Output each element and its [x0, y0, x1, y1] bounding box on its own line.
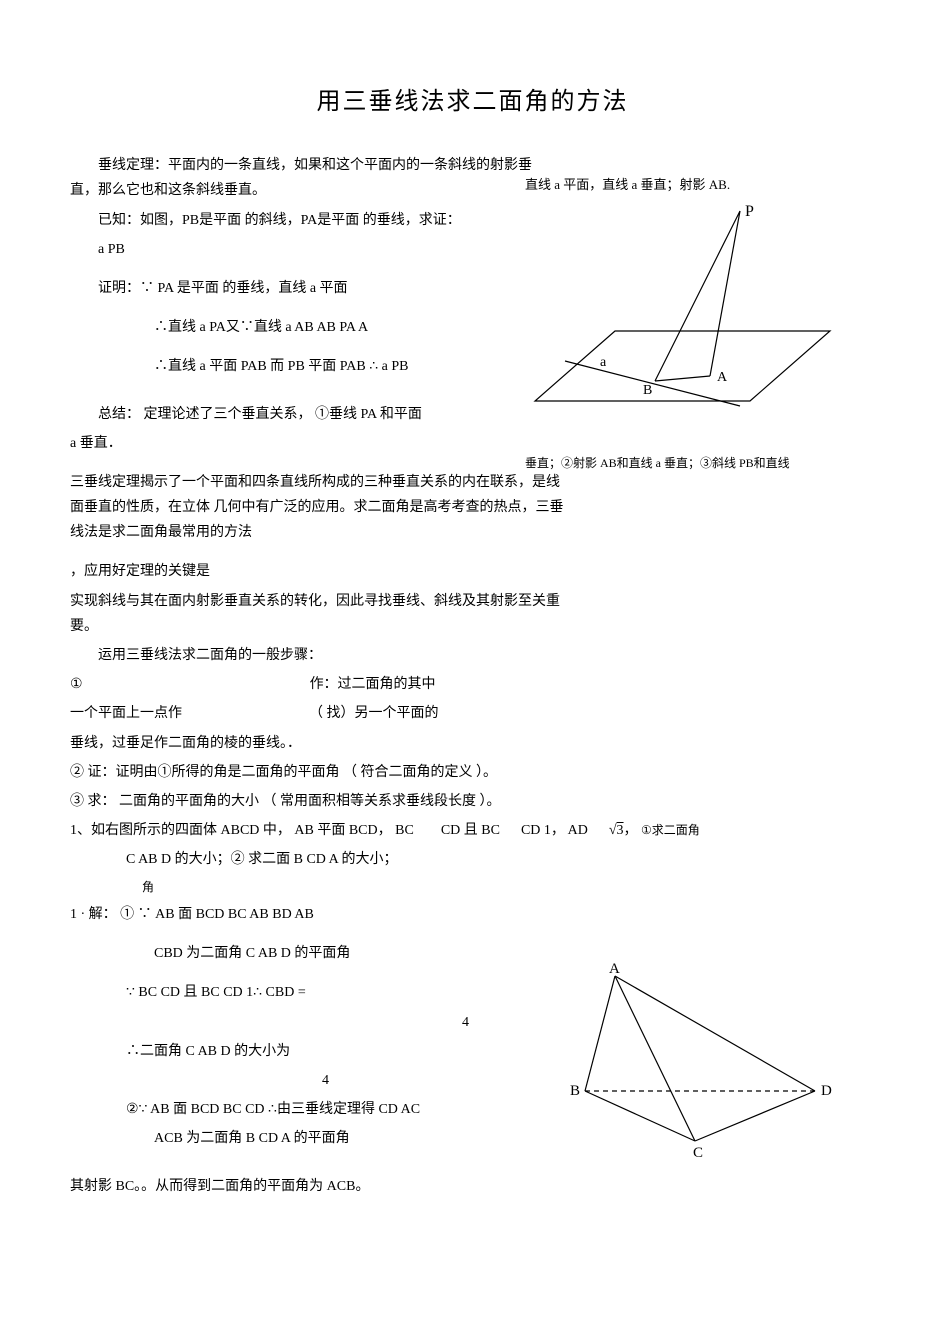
- fig1-plane: [535, 331, 830, 401]
- p-given: 已知：如图，PB是平面 的斜线，PA是平面 的垂线，求证：: [70, 208, 550, 233]
- p-explain1: 三垂线定理揭示了一个平面和四条直线所构成的三种垂直关系的内在联系，是线面垂直的性…: [70, 470, 570, 546]
- page-title: 用三垂线法求二面角的方法: [70, 80, 875, 123]
- fig1-label-a-pt: A: [717, 370, 728, 385]
- fig2-ac: [615, 976, 695, 1141]
- content-body: 直线 a 平面，直线 a 垂直；射影 AB. P A B a 垂直；②射影 AB…: [70, 153, 875, 1199]
- step1-a: ①: [70, 677, 83, 692]
- fig2-label-a: A: [609, 961, 620, 977]
- prob1-c: CD 1， AD: [521, 823, 588, 838]
- sol4-num: 4: [322, 1073, 329, 1088]
- fig1-label-b: B: [643, 383, 652, 398]
- p-step2: ② 证：证明由①所得的角是二面角的平面角 （ 符合二面角的定义 ）。: [70, 760, 570, 785]
- p-theorem: 垂线定理：平面内的一条直线，如果和这个平面内的一条斜线的射影垂直，那么它也和这条…: [70, 153, 550, 203]
- fig1-label-p: P: [745, 203, 754, 220]
- p-step1b: 一个平面上一点作 （ 找）另一个平面的: [70, 701, 875, 726]
- fig1-caption: 垂直；②射影 AB和直线 a 垂直；③斜线 PB和直线: [525, 453, 875, 475]
- figure-2-svg: A B C D: [565, 961, 845, 1161]
- p-steps-title: 运用三垂线法求二面角的一般步骤：: [70, 643, 875, 668]
- sol4-text: ∴二面角 C AB D 的大小为: [126, 1044, 290, 1059]
- p-proof1: 证明：∵ PA 是平面 的垂线，直线 a 平面: [70, 276, 550, 301]
- figure-2-container: A B C D: [565, 961, 845, 1170]
- p-given2: a PB: [70, 237, 550, 262]
- p-sol1: 1 · 解： ① ∵ AB 面 BCD BC AB BD AB: [70, 902, 875, 927]
- fig1-line-a: [565, 361, 740, 406]
- fig2-label-d: D: [821, 1083, 832, 1099]
- fig2-cd: [695, 1091, 815, 1141]
- fig2-label-b: B: [570, 1083, 580, 1099]
- step1b-a: 一个平面上一点作: [70, 706, 182, 721]
- prob1-a: 1、如右图所示的四面体 ABCD 中， AB 平面 BCD， BC: [70, 823, 414, 838]
- figure-1-container: 直线 a 平面，直线 a 垂直；射影 AB. P A B a 垂直；②射影 AB…: [525, 173, 875, 474]
- p-problem1: 1、如右图所示的四面体 ABCD 中， AB 平面 BCD， BC CD 且 B…: [70, 818, 875, 843]
- fig1-top-text: 直线 a 平面，直线 a 垂直；射影 AB.: [525, 173, 875, 196]
- sol3-text: ∵ BC CD 且 BC CD 1∴ CBD =: [126, 985, 306, 1000]
- step1-b: 作：过二面角的其中: [310, 677, 436, 692]
- p-step3: ③ 求： 二面角的平面角的大小 （ 常用面积相等关系求垂线段长度 ）。: [70, 789, 570, 814]
- p-key2: 实现斜线与其在面内射影垂直关系的转化，因此寻找垂线、斜线及其射影至关重要。: [70, 589, 570, 639]
- fig2-label-c: C: [693, 1145, 703, 1161]
- prob1-b: CD 且 BC: [441, 823, 500, 838]
- fig2-bc: [585, 1091, 695, 1141]
- fig1-line-pb: [655, 211, 740, 381]
- step1b-b: （ 找）另一个平面的: [309, 706, 439, 721]
- fig2-ab: [585, 976, 615, 1091]
- fig1-label-line-a: a: [600, 355, 607, 370]
- p-key: ，应用好定理的关键是: [70, 559, 875, 584]
- fig1-line-pa: [710, 211, 740, 376]
- figure-1-svg: P A B a: [525, 201, 855, 436]
- fig2-ad: [615, 976, 815, 1091]
- p-proof3: ∴直线 a 平面 PAB 而 PB 平面 PAB ∴ a PB: [70, 354, 550, 379]
- p-sol7: 其射影 BC。。从而得到二面角的平面角为 ACB。: [70, 1174, 875, 1199]
- prob1-d: √3，: [609, 823, 638, 838]
- p-problem1b: C AB D 的大小；② 求二面 B CD A 的大小；: [70, 847, 875, 872]
- p-problem1b2: 角: [70, 877, 875, 899]
- sol3-num: 4: [462, 1015, 469, 1030]
- prob1-e: ①求二面角: [641, 823, 700, 837]
- p-step1c: 垂线，过垂足作二面角的棱的垂线。．: [70, 731, 875, 756]
- p-step1: ① 作：过二面角的其中: [70, 672, 875, 697]
- p-proof2: ∴直线 a PA又∵直线 a AB AB PA A: [70, 315, 550, 340]
- fig1-line-ba: [655, 376, 710, 381]
